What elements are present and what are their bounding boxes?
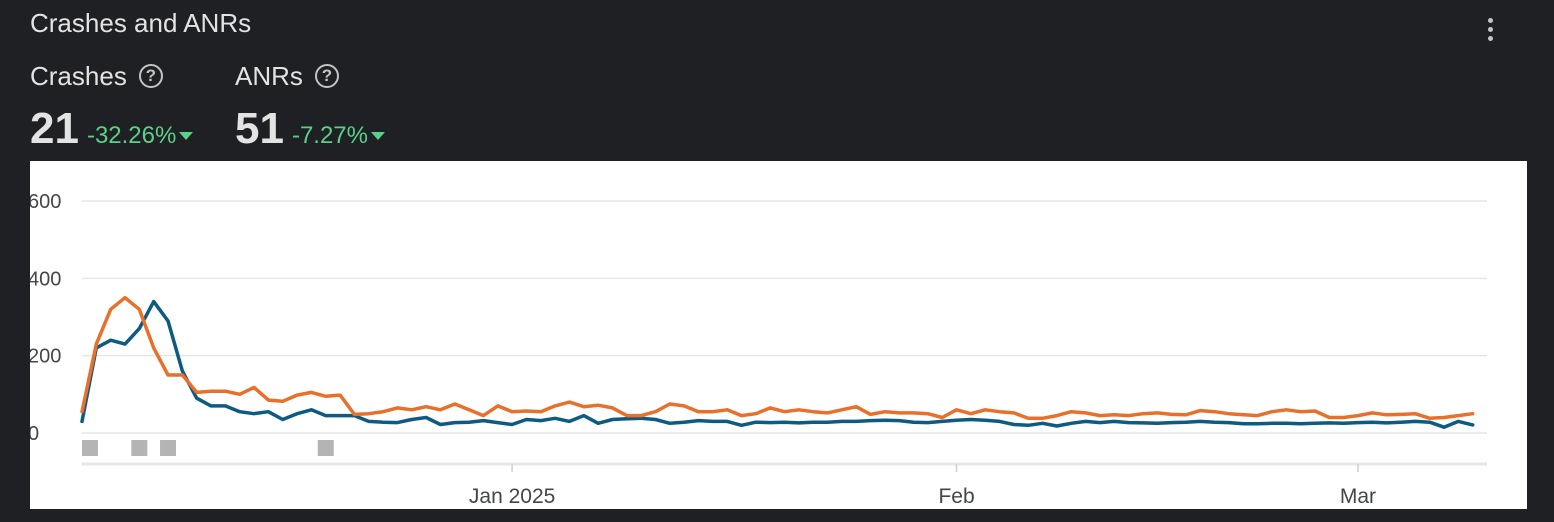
metric-label: ANRs — [235, 60, 303, 91]
card-title: Crashes and ANRs — [30, 8, 252, 38]
x-tick-label: Feb — [938, 485, 974, 508]
help-icon[interactable]: ? — [138, 64, 163, 88]
metric-crashes: Crashes ? 21 -32.26% — [30, 60, 194, 154]
down-triangle-icon — [179, 132, 194, 140]
more-vert-icon[interactable] — [1478, 14, 1502, 44]
y-tick-label: 600 — [30, 191, 61, 213]
series-line-anrs — [80, 295, 1475, 421]
y-tick-label: 400 — [30, 268, 61, 290]
metric-value: 21 — [30, 104, 79, 153]
metric-label: Crashes — [30, 60, 127, 91]
annotation-marker — [317, 440, 334, 456]
metric-value: 51 — [235, 104, 284, 153]
down-triangle-icon — [371, 132, 385, 140]
line-chart: 0 200 400 600 Jan 2025 Feb Mar — [28, 191, 1487, 508]
chart-area: 0 200 400 600 Jan 2025 Feb Mar — [28, 161, 1527, 509]
annotation-marker — [131, 440, 148, 456]
series-line-crashes — [80, 299, 1475, 429]
delta-text: -32.26% — [86, 122, 177, 149]
x-tick-label: Mar — [1340, 485, 1376, 508]
annotation-marker — [160, 440, 177, 456]
metric-delta: -7.27% — [292, 122, 385, 150]
help-icon[interactable]: ? — [314, 64, 339, 88]
metric-delta: -32.26% — [86, 122, 194, 150]
y-tick-label: 0 — [30, 423, 39, 445]
metric-anrs: ANRs ? 51 -7.27% — [235, 60, 385, 154]
y-tick-label: 200 — [30, 346, 61, 368]
annotation-marker — [82, 440, 98, 456]
delta-text: -7.27% — [291, 122, 368, 149]
x-tick-label: Jan 2025 — [469, 485, 555, 508]
